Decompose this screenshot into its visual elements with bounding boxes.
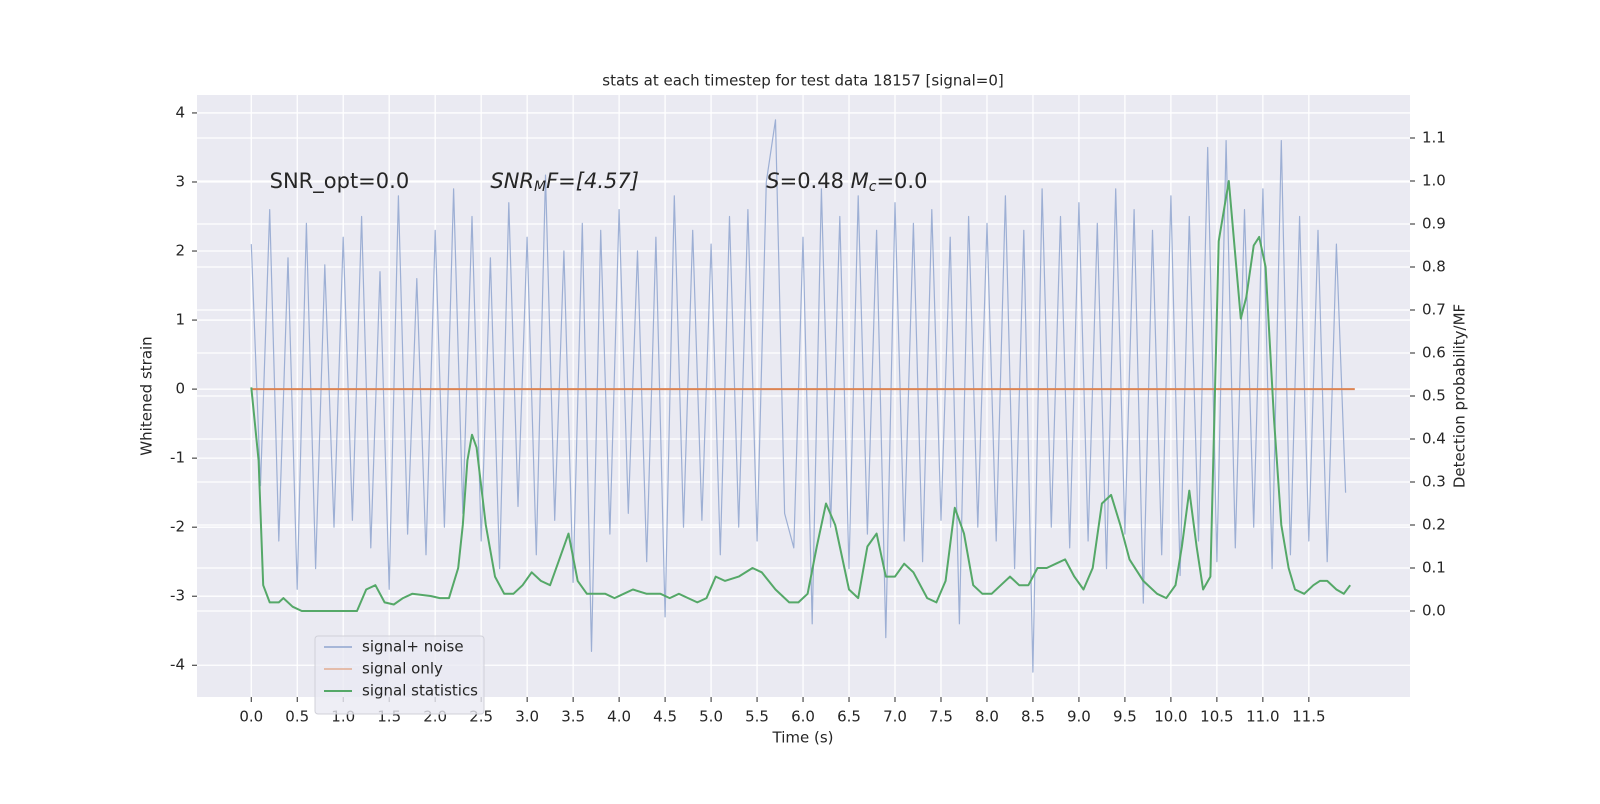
y2-tick-label: 1.0 xyxy=(1422,172,1446,190)
legend-label: signal+ noise xyxy=(362,638,464,656)
annotation: SNR_opt=0.0 xyxy=(270,169,410,194)
x-tick-label: 3.5 xyxy=(561,708,585,726)
annotation-part: =0.0 xyxy=(876,169,927,193)
x-tick-label: 6.5 xyxy=(837,708,861,726)
y2-tick-label: 0.7 xyxy=(1422,301,1446,319)
x-tick-label: 11.0 xyxy=(1246,708,1279,726)
y2-tick-label: 0.2 xyxy=(1422,516,1446,534)
y2-tick-label: 0.3 xyxy=(1422,473,1446,491)
y2-tick-label: 0.8 xyxy=(1422,258,1446,276)
y-tick-label: -4 xyxy=(170,656,185,674)
x-tick-label: 4.5 xyxy=(653,708,677,726)
x-tick-label: 9.0 xyxy=(1067,708,1091,726)
x-tick-label: 5.0 xyxy=(699,708,723,726)
y2-tick-label: 0.6 xyxy=(1422,344,1446,362)
plot xyxy=(250,119,1355,673)
y-tick-label: -1 xyxy=(170,449,185,467)
x-tick-label: 8.5 xyxy=(1021,708,1045,726)
annotation-part: M xyxy=(534,179,546,195)
x-tick-label: 10.0 xyxy=(1154,708,1187,726)
y2-tick-label: 0.9 xyxy=(1422,215,1446,233)
y-tick-label: -3 xyxy=(170,587,185,605)
y2-tick-label: 0.4 xyxy=(1422,430,1446,448)
x-tick-label: 3.0 xyxy=(515,708,539,726)
x-tick-label: 7.0 xyxy=(883,708,907,726)
x-tick-label: 5.5 xyxy=(745,708,769,726)
y-tick-label: 0 xyxy=(175,380,185,398)
annotation: SNRMF=[4.57] xyxy=(490,169,639,195)
y-tick-label: 1 xyxy=(175,311,185,329)
annotation-part: SNR_opt=0.0 xyxy=(270,169,410,194)
y2-axis-label: Detection probability/MF xyxy=(1451,304,1469,488)
x-tick-label: 8.0 xyxy=(975,708,999,726)
x-tick-label: 0.0 xyxy=(239,708,263,726)
y2-tick-label: 0.0 xyxy=(1422,602,1446,620)
y-tick-label: -2 xyxy=(170,518,185,536)
y-tick-label: 2 xyxy=(175,242,185,260)
series-line xyxy=(250,119,1347,673)
annotation-part: F=[4.57] xyxy=(546,169,639,193)
x-tick-label: 0.5 xyxy=(285,708,309,726)
annotation-part: =0.48 xyxy=(780,169,851,193)
x-tick-label: 4.0 xyxy=(607,708,631,726)
chart-title: stats at each timestep for test data 181… xyxy=(602,72,1003,90)
annotation-part: M xyxy=(851,169,869,193)
annotation: S=0.48 Mc=0.0 xyxy=(766,169,927,195)
annotation-part: S xyxy=(766,169,779,193)
x-tick-label: 9.5 xyxy=(1113,708,1137,726)
legend: signal+ noise signal only signal statistic… xyxy=(314,635,485,715)
x-tick-label: 6.0 xyxy=(791,708,815,726)
legend-label: signal statistics xyxy=(362,682,478,700)
series-line xyxy=(250,180,1352,612)
x-tick-label: 7.5 xyxy=(929,708,953,726)
annotation-part: SNR xyxy=(490,169,534,193)
y-tick-label: 4 xyxy=(175,103,185,121)
x-tick-label: 10.5 xyxy=(1200,708,1233,726)
y2-tick-label: 0.5 xyxy=(1422,387,1446,405)
y2-tick-label: 0.1 xyxy=(1422,559,1446,577)
annotation-part: c xyxy=(869,179,877,195)
y2-tick-label: 1.1 xyxy=(1422,129,1446,147)
legend-label: signal only xyxy=(362,660,443,678)
y-axis-label: Whitened strain xyxy=(138,336,156,455)
grid xyxy=(197,95,1410,697)
x-axis-label: Time (s) xyxy=(772,729,834,747)
x-tick-label: 11.5 xyxy=(1292,708,1325,726)
legend-box xyxy=(314,635,485,715)
y-tick-label: 3 xyxy=(175,172,185,190)
